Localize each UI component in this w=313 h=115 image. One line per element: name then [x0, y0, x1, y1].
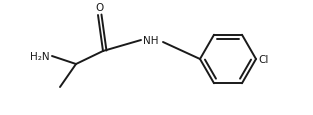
Text: O: O — [95, 3, 103, 13]
Text: H₂N: H₂N — [30, 52, 50, 61]
Text: NH: NH — [143, 36, 158, 46]
Text: Cl: Cl — [258, 55, 268, 64]
